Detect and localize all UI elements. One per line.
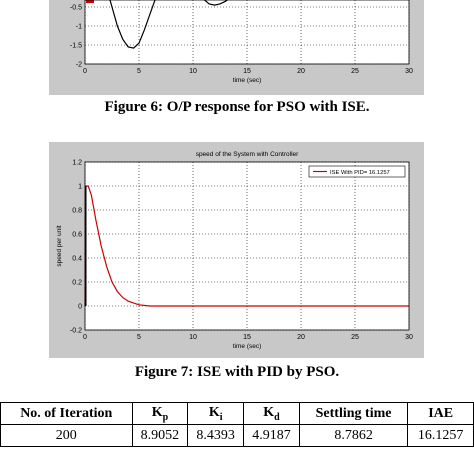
header-main-text: Settling time: [315, 405, 392, 421]
x-tick-label: 5: [137, 334, 141, 341]
legend: ISE With PID= 16.1257: [308, 165, 406, 178]
y-tick-label: 1.2: [72, 160, 82, 167]
table-header-cell: Settling time: [298, 402, 409, 425]
legend-label: ISE With PID= 16.1257: [330, 170, 390, 176]
figure-6-chart: 0 5 10 15 20 25 30 -0.5 -1 -1.5 -2 time (sec): [70, 0, 413, 84]
series-line: [203, 0, 229, 6]
header-main-text: K: [208, 404, 220, 420]
table-cell: 8.7862: [298, 424, 409, 447]
table-header-cell: No. of Iteration: [0, 402, 133, 425]
header-subscript: i: [219, 411, 223, 423]
table-cell: 8.4393: [187, 424, 245, 447]
x-tick-label: 30: [405, 334, 413, 341]
table-header-cell: IAE: [407, 402, 474, 425]
x-tick-label: 15: [243, 334, 251, 341]
x-tick-label: 20: [297, 68, 305, 75]
plot-border-7: [84, 161, 410, 331]
figure-7-caption: Figure 7: ISE with PID by PSO.: [134, 364, 340, 380]
figure-6-caption: Figure 6: O/P response for PSO with ISE.: [104, 99, 370, 115]
x-axis-label: time (sec): [233, 77, 262, 84]
y-tick-label: 0: [78, 304, 82, 311]
y-tick-label: 0.4: [72, 256, 82, 263]
header-main-text: IAE: [428, 405, 454, 421]
table-cell: 8.9052: [131, 424, 189, 447]
y-tick-label: -0.2: [70, 328, 82, 335]
series-line: [84, 185, 409, 307]
x-tick-label: 25: [351, 334, 359, 341]
y-tick-label: -0.5: [70, 5, 82, 12]
legend-marker-fragment: [86, 0, 94, 3]
x-tick-label: 5: [137, 68, 141, 75]
x-axis-label: time (sec): [233, 343, 262, 350]
y-tick-label: 0.8: [72, 208, 82, 215]
table-row: 200 8.9052 8.4393 4.9187 8.7862 16.1257: [0, 424, 474, 447]
table-body: 200 8.9052 8.4393 4.9187 8.7862 16.1257: [0, 424, 474, 447]
x-tick-label: 25: [351, 68, 359, 75]
y-tick-label: -1: [76, 24, 82, 31]
table-cell: 200: [0, 424, 133, 447]
x-tick-label: 30: [405, 68, 413, 75]
y-tick-label: -2: [76, 62, 82, 69]
table-header-cell: Kd: [243, 402, 300, 425]
y-tick-label: -1.5: [70, 43, 82, 50]
header-subscript: p: [162, 411, 169, 423]
series-line: [109, 0, 156, 49]
table-header-cell: Ki: [187, 402, 245, 425]
figure-7-panel: speed of the System with Controller ISE W…: [49, 142, 424, 358]
header-subscript: d: [274, 411, 280, 423]
figure-7-chart: speed of the System with Controller ISE W…: [56, 151, 413, 350]
table-cell: 4.9187: [243, 424, 300, 447]
table-header-row: No. of Iteration Kp Ki Kd Settling time IAE: [0, 402, 474, 425]
y-tick-label: 1: [78, 184, 82, 191]
y-tick-label: 0.2: [72, 280, 82, 287]
x-tick-label: 10: [189, 334, 197, 341]
x-tick-label: 20: [297, 334, 305, 341]
legend-box: [308, 165, 406, 178]
figure-6-panel: 0 5 10 15 20 25 30 -0.5 -1 -1.5 -2 time (sec): [49, 0, 424, 95]
y-axis-label: speed per unit: [56, 225, 63, 266]
y-tick-label: 0.6: [72, 232, 82, 239]
x-tick-label: 10: [189, 68, 197, 75]
header-main-text: K: [151, 404, 163, 420]
table-cell: 16.1257: [407, 424, 474, 447]
plot-area-6: [85, 0, 409, 64]
table-header-cell: Kp: [131, 402, 189, 425]
x-tick-label: 0: [83, 68, 87, 75]
plot-border-6: [84, 0, 410, 65]
header-main-text: No. of Iteration: [20, 405, 113, 421]
chart-title: speed of the System with Controller: [196, 151, 299, 158]
x-tick-label: 0: [83, 334, 87, 341]
x-tick-label: 15: [243, 68, 251, 75]
results-table: No. of Iteration Kp Ki Kd Settling time IAE 2…: [0, 402, 474, 447]
header-main-text: K: [263, 404, 275, 420]
